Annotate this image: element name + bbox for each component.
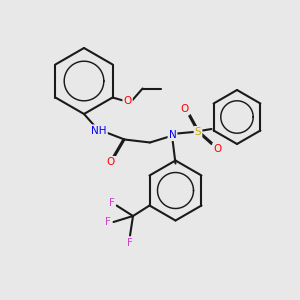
Text: N: N: [169, 130, 176, 140]
Text: F: F: [127, 238, 133, 248]
Text: O: O: [124, 95, 132, 106]
Text: O: O: [107, 157, 115, 167]
Text: NH: NH: [91, 125, 107, 136]
Text: O: O: [213, 143, 222, 154]
Text: O: O: [180, 104, 189, 115]
Text: S: S: [195, 127, 201, 137]
Text: F: F: [109, 197, 115, 208]
Text: F: F: [105, 217, 110, 227]
